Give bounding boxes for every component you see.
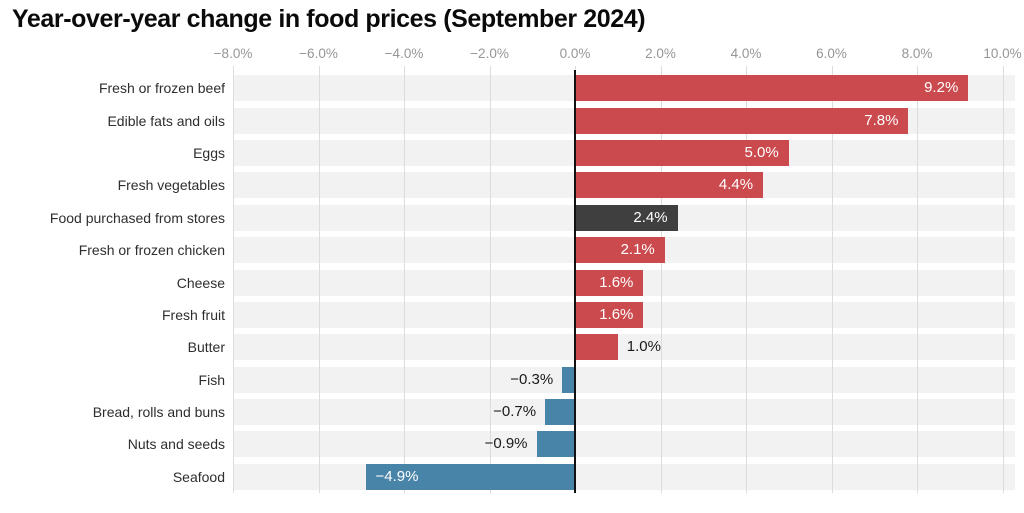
- axis-tick-label: 8.0%: [901, 46, 933, 61]
- axis-tick-label: −4.0%: [384, 46, 424, 61]
- bar-decrease: [562, 366, 575, 393]
- gridline: [404, 66, 405, 493]
- axis-tick-label: 0.0%: [559, 46, 591, 61]
- category-label: Fresh or frozen beef: [98, 80, 225, 97]
- chart-title: Year-over-year change in food prices (Se…: [12, 5, 646, 33]
- value-label: 2.1%: [620, 241, 655, 259]
- axis-tick-label: 4.0%: [730, 46, 762, 61]
- axis-tick-label: −2.0%: [470, 46, 509, 61]
- bar-increase: [575, 75, 969, 102]
- axis-tick-label: −8.0%: [213, 46, 253, 61]
- category-label: Eggs: [193, 144, 225, 161]
- axis-tick-label: 10.0%: [983, 46, 1022, 61]
- row-band: [233, 334, 1015, 361]
- value-label: 5.0%: [744, 143, 779, 161]
- axis-tick-label: 6.0%: [816, 46, 847, 61]
- value-label: 1.0%: [626, 338, 661, 356]
- row-band: [233, 399, 1015, 426]
- category-label: Fresh or frozen chicken: [78, 242, 225, 259]
- value-label: 9.2%: [924, 79, 959, 97]
- category-label: Nuts and seeds: [127, 436, 225, 453]
- value-label: 1.6%: [599, 305, 634, 323]
- bar-increase: [575, 107, 909, 134]
- value-label: 4.4%: [718, 176, 754, 194]
- value-label: 1.6%: [599, 273, 634, 291]
- value-label: −4.9%: [375, 467, 419, 485]
- gridline: [1003, 66, 1004, 493]
- category-label: Bread, rolls and buns: [92, 404, 225, 421]
- bar-increase: [575, 301, 644, 328]
- axis-tick-label: −6.0%: [299, 46, 338, 61]
- category-label: Edible fats and oils: [107, 112, 225, 129]
- category-label: Fish: [198, 371, 225, 388]
- zero-axis-line: [574, 70, 576, 493]
- bar-decrease: [536, 431, 575, 458]
- category-label: Food purchased from stores: [49, 209, 225, 226]
- category-label: Fresh fruit: [161, 306, 225, 323]
- bar-increase: [575, 172, 764, 199]
- gridline: [490, 66, 491, 493]
- category-label: Fresh vegetables: [117, 177, 225, 194]
- value-label: −0.7%: [493, 403, 537, 421]
- gridline: [832, 66, 833, 493]
- value-label: 7.8%: [864, 111, 899, 129]
- bar-decrease: [545, 399, 575, 426]
- bar-increase: [575, 334, 618, 361]
- row-band: [233, 366, 1015, 393]
- row-band: [233, 431, 1015, 458]
- gridline: [319, 66, 320, 493]
- gridline: [917, 66, 918, 493]
- axis-tick-label: 2.0%: [645, 46, 676, 61]
- category-label: Butter: [187, 339, 225, 356]
- bar-increase: [575, 139, 789, 166]
- category-label: Cheese: [176, 274, 225, 291]
- gridline: [233, 66, 234, 493]
- bar-increase: [575, 237, 665, 264]
- bar-benchmark: [575, 204, 678, 231]
- gridline: [661, 66, 662, 493]
- bar-increase: [575, 269, 644, 296]
- bar-decrease: [365, 463, 575, 490]
- value-label: −0.9%: [484, 435, 528, 453]
- value-label: 2.4%: [633, 208, 668, 226]
- gridline: [746, 66, 747, 493]
- category-label: Seafood: [172, 468, 225, 485]
- value-label: −0.3%: [510, 370, 554, 388]
- row-band: [233, 463, 1015, 490]
